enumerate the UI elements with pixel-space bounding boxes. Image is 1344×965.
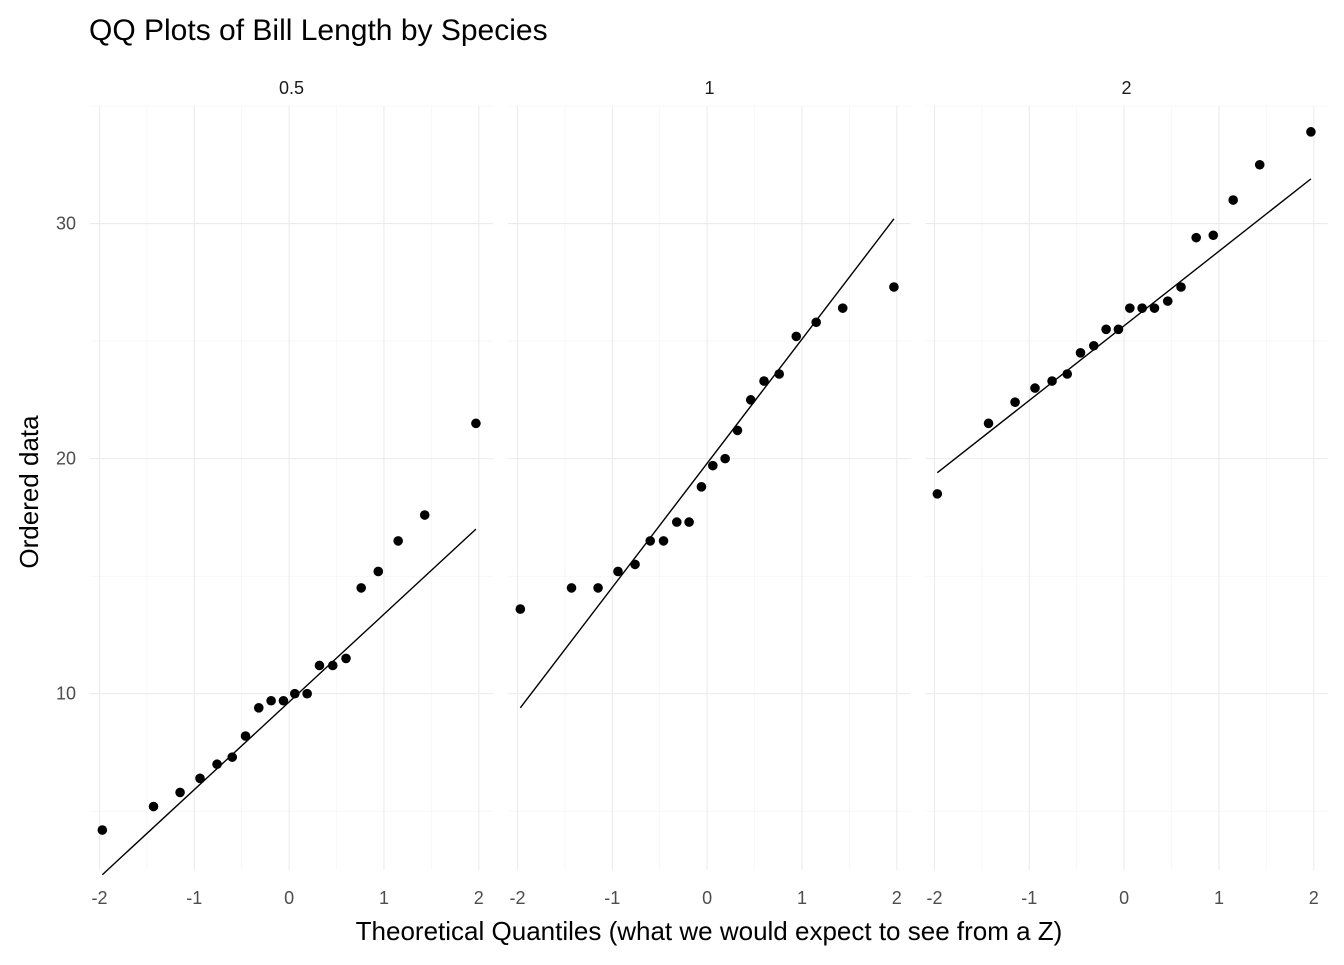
x-tick-label: -2 <box>926 888 942 908</box>
facet-panel-1: 0.5 -2 -1 0 1 2 10 20 30 <box>56 78 493 908</box>
data-point <box>696 482 707 492</box>
x-tick-label: -2 <box>509 888 525 908</box>
x-tick-label: 2 <box>892 888 902 908</box>
x-tick-label: -1 <box>186 888 202 908</box>
data-point <box>266 695 276 706</box>
qq-reference-line <box>519 218 895 709</box>
data-point <box>671 517 682 527</box>
data-point <box>373 566 384 577</box>
data-point <box>983 418 994 429</box>
data-point <box>515 604 526 614</box>
data-point <box>290 688 300 699</box>
data-point <box>720 453 730 464</box>
data-point <box>356 583 366 593</box>
x-tick-label: 0 <box>702 888 712 908</box>
facet-strip-label: 2 <box>1121 78 1131 98</box>
data-point <box>732 425 743 436</box>
x-tick-label: 2 <box>1309 888 1319 908</box>
facet-panel-2: 1 -2 -1 0 1 2 <box>508 78 911 908</box>
data-point <box>195 773 205 784</box>
x-tick-label: -1 <box>1021 888 1037 908</box>
data-point <box>745 395 756 405</box>
data-point <box>419 510 430 520</box>
qq-reference-line <box>936 178 1312 474</box>
facet-strip-label: 1 <box>704 78 714 98</box>
data-point <box>1137 303 1147 313</box>
data-point <box>278 695 289 706</box>
data-point <box>708 460 718 471</box>
y-tick-label: 10 <box>56 684 76 704</box>
data-point <box>327 660 338 671</box>
data-point <box>1113 324 1124 335</box>
data-point <box>253 702 264 713</box>
data-point <box>837 303 848 313</box>
data-point <box>645 536 656 546</box>
data-point <box>932 489 943 499</box>
data-point <box>1062 369 1073 379</box>
x-tick-label: 2 <box>474 888 484 908</box>
data-point <box>302 688 312 699</box>
data-point <box>314 660 325 671</box>
facet-panel-3: 2 -2 -1 0 1 2 <box>925 78 1328 908</box>
data-point <box>1088 340 1099 351</box>
data-point <box>1125 303 1135 313</box>
data-point <box>97 825 108 835</box>
x-tick-label: -2 <box>91 888 107 908</box>
data-point <box>774 369 784 379</box>
data-point <box>1030 383 1040 393</box>
data-point <box>148 801 159 812</box>
data-point <box>1306 127 1316 137</box>
y-axis-title: Ordered data <box>14 415 44 569</box>
data-point <box>212 759 222 770</box>
chart-title: QQ Plots of Bill Length by Species <box>89 14 548 47</box>
data-point <box>1208 230 1219 241</box>
data-point <box>1254 159 1265 170</box>
data-point <box>1101 324 1111 335</box>
data-point <box>811 317 821 328</box>
data-point <box>1075 348 1086 358</box>
data-point <box>1010 397 1020 407</box>
y-tick-label: 20 <box>56 449 76 469</box>
data-point <box>1191 232 1201 243</box>
x-tick-label: 0 <box>284 888 294 908</box>
data-point <box>393 536 403 546</box>
data-point <box>759 376 769 386</box>
data-point <box>658 536 669 546</box>
data-point <box>1162 296 1173 306</box>
data-point <box>1047 376 1057 386</box>
data-point <box>630 559 640 570</box>
data-point <box>471 418 481 429</box>
data-point <box>240 731 251 741</box>
x-tick-label: 1 <box>797 888 807 908</box>
facet-strip-label: 0.5 <box>279 78 304 98</box>
data-point <box>1228 195 1238 205</box>
data-point <box>684 517 694 527</box>
data-point <box>1149 303 1160 313</box>
data-point <box>227 752 238 762</box>
data-point <box>593 583 603 593</box>
data-point <box>175 787 185 798</box>
qq-reference-line <box>101 528 477 876</box>
x-tick-label: -1 <box>604 888 620 908</box>
x-tick-label: 1 <box>379 888 389 908</box>
data-point <box>791 331 802 342</box>
x-tick-label: 0 <box>1119 888 1129 908</box>
data-point <box>341 653 351 664</box>
y-tick-label: 30 <box>56 214 76 234</box>
x-tick-label: 1 <box>1214 888 1224 908</box>
data-point <box>566 583 577 593</box>
data-point <box>613 566 623 577</box>
data-point <box>889 282 899 292</box>
x-axis-title: Theoretical Quantiles (what we would exp… <box>356 916 1063 946</box>
data-point <box>1176 282 1186 292</box>
facet-panels: 0.5 -2 -1 0 1 2 10 20 30 1 -2 -1 0 1 2 2 -2 -1 0 1 2 <box>56 78 1328 908</box>
